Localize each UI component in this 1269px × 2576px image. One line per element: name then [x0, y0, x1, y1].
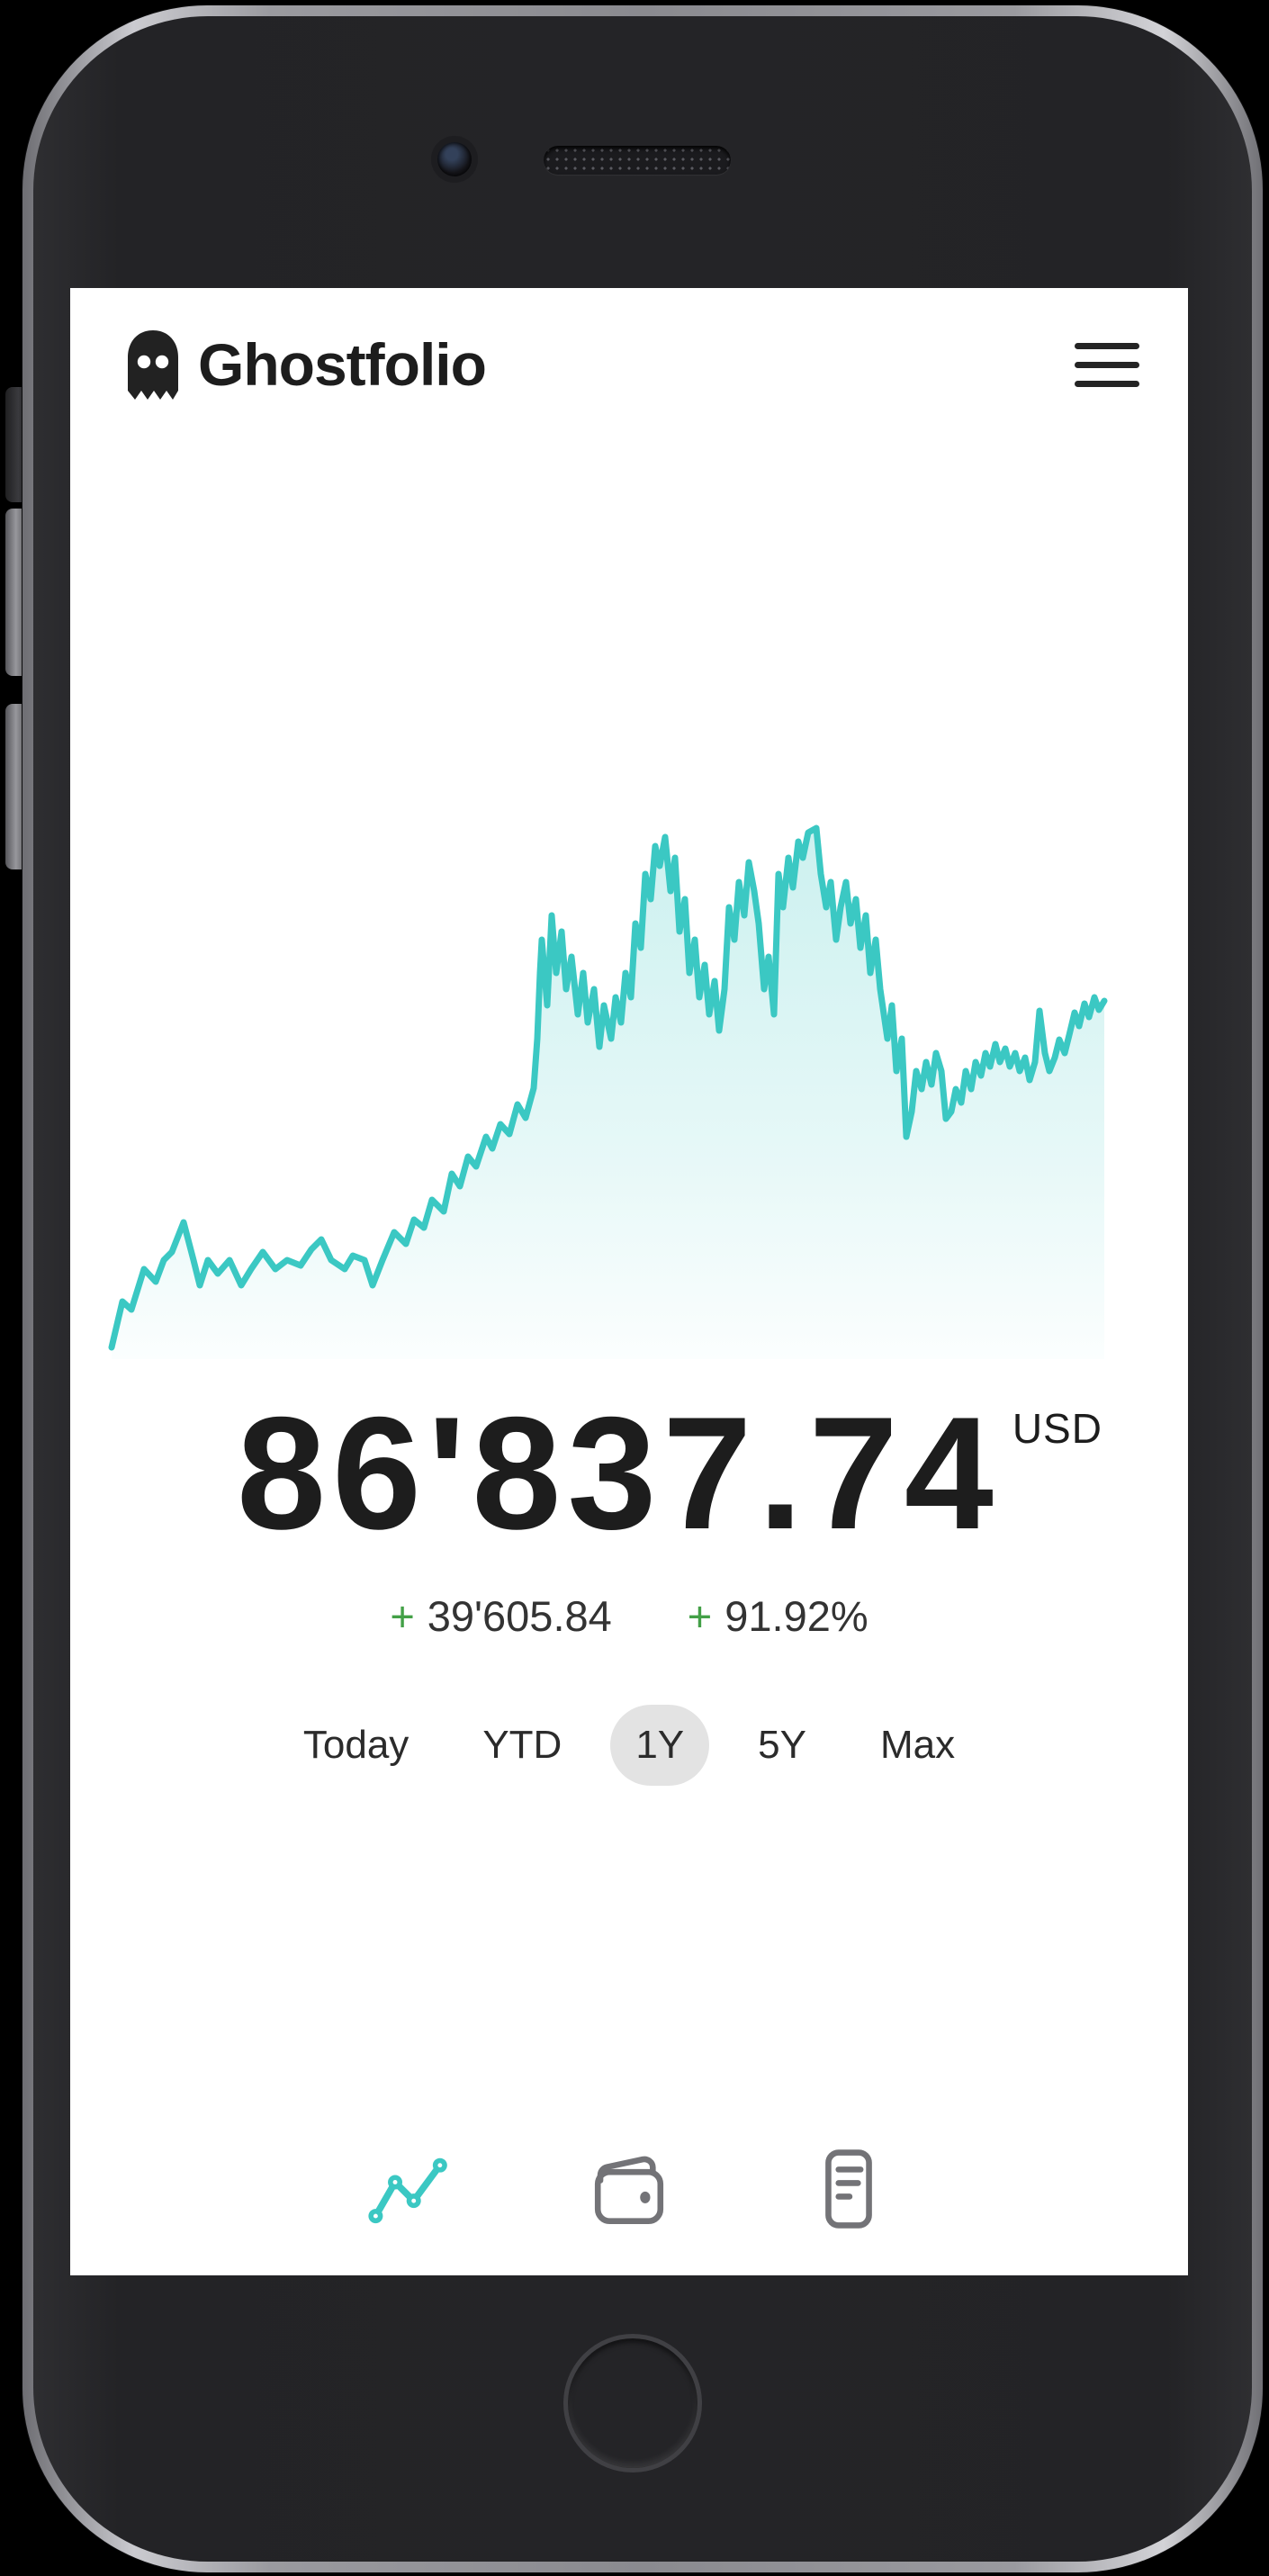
wallet-icon [594, 2156, 664, 2225]
change-percent-value: 91.92% [724, 1592, 868, 1640]
nav-activities-button[interactable] [806, 2147, 891, 2231]
change-absolute-value: 39'605.84 [427, 1592, 612, 1640]
change-percent: +91.92% [688, 1595, 868, 1637]
activities-icon [825, 2149, 872, 2229]
app-title: Ghostfolio [198, 331, 487, 398]
range-button-1y[interactable]: 1Y [610, 1705, 710, 1786]
range-selector: Today YTD 1Y 5Y Max [70, 1705, 1188, 1786]
performance-chart-svg [108, 824, 1108, 1359]
bottom-nav [70, 2135, 1188, 2243]
change-row: +39'605.84 +91.92% [70, 1595, 1188, 1637]
performance-chart [108, 792, 1108, 1359]
performance-chart-icon [368, 2157, 447, 2224]
front-camera [437, 142, 472, 176]
earpiece-speaker [544, 146, 731, 175]
nav-wealth-button[interactable] [587, 2147, 671, 2231]
portfolio-value-currency: USD [1012, 1405, 1102, 1452]
range-button-5y[interactable]: 5Y [733, 1705, 832, 1786]
range-button-today[interactable]: Today [278, 1705, 434, 1786]
performance-line [108, 824, 1108, 1351]
ghost-logo-icon [128, 330, 178, 400]
change-percent-sign: + [687, 1592, 713, 1640]
range-button-max[interactable]: Max [855, 1705, 980, 1786]
performance-area [112, 828, 1104, 1359]
nav-overview-button[interactable] [367, 2147, 452, 2231]
app-header: Ghostfolio [70, 288, 1188, 441]
change-absolute: +39'605.84 [390, 1595, 611, 1637]
range-button-ytd[interactable]: YTD [457, 1705, 587, 1786]
change-absolute-sign: + [390, 1592, 415, 1640]
home-button[interactable] [563, 2334, 702, 2472]
hamburger-menu-icon[interactable] [1069, 338, 1145, 392]
portfolio-value: 86'837.74 USD [70, 1393, 1188, 1554]
app-screen: Ghostfolio 86'837.74 USD +39'605.84 [70, 288, 1188, 2275]
portfolio-value-amount: 86'837.74 [237, 1383, 1000, 1563]
